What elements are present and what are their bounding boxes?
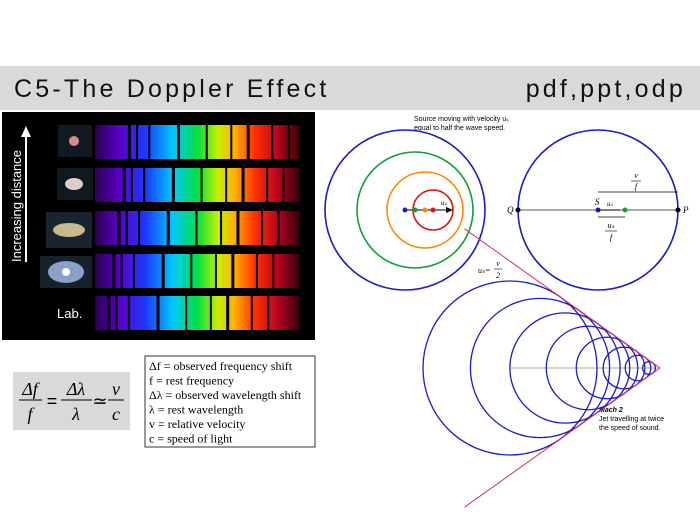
mach-diagram: uₛ= v 2 Mach 2 Jet travelling at twice t… bbox=[422, 228, 664, 508]
mach-label: Mach 2 bbox=[599, 407, 623, 414]
speed-lhs: uₛ= bbox=[478, 266, 490, 275]
approx: ≃ bbox=[92, 391, 107, 411]
absorption-line bbox=[122, 168, 126, 202]
absorption-line bbox=[130, 168, 133, 202]
spectrum bbox=[95, 125, 300, 159]
galaxy-images bbox=[40, 125, 93, 288]
spectrum bbox=[95, 168, 300, 202]
mid-num: Δλ bbox=[66, 379, 86, 399]
axis-label: Increasing distance bbox=[9, 150, 24, 262]
absorption-line bbox=[143, 168, 146, 202]
absorption-line bbox=[177, 125, 180, 159]
caption: Source moving with velocity uₛ bbox=[414, 116, 509, 123]
legend-box bbox=[144, 355, 316, 448]
absorption-line bbox=[171, 168, 175, 202]
legend-entry: v = relative velocity bbox=[149, 417, 245, 431]
absorption-line bbox=[255, 254, 258, 288]
absorption-line bbox=[226, 296, 230, 330]
absorption-line bbox=[271, 125, 274, 159]
absorption-line bbox=[250, 296, 253, 330]
absorption-line bbox=[241, 168, 245, 202]
absorption-line bbox=[266, 168, 269, 202]
absorption-line bbox=[287, 125, 290, 159]
caption: equal to half the wave speed. bbox=[414, 125, 505, 132]
absorption-line bbox=[127, 125, 131, 159]
absorption-line bbox=[267, 296, 270, 330]
absorption-line bbox=[117, 211, 121, 245]
source-diagram: Source moving with velocity uₛ equal to … bbox=[324, 116, 509, 291]
absorption-line bbox=[231, 254, 235, 288]
absorption-line bbox=[127, 296, 130, 330]
absorption-line bbox=[156, 296, 160, 330]
title: C5-The Doppler Effect bbox=[14, 75, 329, 103]
mid-den: λ bbox=[71, 404, 80, 424]
spectrum bbox=[95, 254, 300, 288]
absorption-line bbox=[125, 211, 128, 245]
shock-line bbox=[464, 367, 661, 508]
spectrum bbox=[95, 296, 300, 330]
absorption-line bbox=[200, 168, 203, 202]
points-diagram: Q S P uₛ v f uₛ f bbox=[507, 129, 689, 291]
spectrum bbox=[95, 211, 300, 245]
absorption-line bbox=[195, 211, 198, 245]
formats: pdf,ppt,odp bbox=[526, 75, 686, 103]
legend-entry: Δf = observed frequency shift bbox=[149, 359, 293, 373]
absorption-line bbox=[282, 168, 285, 202]
top-den: f bbox=[635, 182, 639, 191]
absorption-line bbox=[225, 168, 228, 202]
absorption-line bbox=[220, 211, 223, 245]
arrow-head bbox=[21, 126, 31, 137]
lhs-num: Δf bbox=[21, 379, 41, 399]
equation: Δf f = Δλ λ ≃ v c bbox=[13, 372, 130, 430]
header-bar bbox=[0, 66, 700, 110]
point-s: S bbox=[595, 197, 600, 207]
speed-num: v bbox=[496, 259, 500, 268]
absorption-line bbox=[185, 296, 188, 330]
absorption-line bbox=[136, 125, 138, 159]
legend-entry: c = speed of light bbox=[149, 432, 233, 446]
legend-entry: f = rest frequency bbox=[149, 374, 234, 388]
point-p: P bbox=[682, 205, 689, 215]
eq: = bbox=[47, 391, 58, 411]
absorption-line bbox=[107, 296, 111, 330]
caption: Jet travelling at twice bbox=[599, 416, 664, 423]
lhs-den: f bbox=[27, 404, 35, 424]
absorption-line bbox=[166, 211, 170, 245]
legend-entry: Δλ = observed wavelength shift bbox=[149, 388, 302, 402]
absorption-line bbox=[148, 125, 151, 159]
top-num: v bbox=[634, 171, 638, 180]
absorption-line bbox=[214, 254, 217, 288]
absorption-line bbox=[161, 254, 165, 288]
absorption-line bbox=[236, 211, 240, 245]
absorption-line bbox=[120, 254, 123, 288]
legend-entry: λ = rest wavelength bbox=[149, 403, 243, 417]
rhs-num: v bbox=[112, 379, 120, 399]
absorption-line bbox=[190, 254, 193, 288]
bottom-den: f bbox=[610, 233, 614, 242]
absorption-line bbox=[112, 254, 116, 288]
rhs-den: c bbox=[112, 404, 120, 424]
absorption-line bbox=[138, 211, 141, 245]
absorption-line bbox=[272, 254, 275, 288]
absorption-line bbox=[132, 254, 135, 288]
bottom-num: uₛ bbox=[608, 221, 616, 230]
absorption-line bbox=[205, 125, 208, 159]
point-q: Q bbox=[507, 205, 514, 215]
speed-den: 2 bbox=[496, 271, 500, 280]
absorption-line bbox=[277, 211, 280, 245]
absorption-line bbox=[230, 125, 233, 159]
equation-box bbox=[13, 372, 130, 430]
lab-label: Lab. bbox=[57, 306, 82, 321]
absorption-line bbox=[246, 125, 250, 159]
caption: the speed of sound. bbox=[599, 425, 661, 432]
absorption-line bbox=[209, 296, 212, 330]
absorption-line bbox=[115, 296, 118, 330]
shock-line bbox=[464, 228, 661, 369]
arrow-label: uₛ bbox=[607, 200, 614, 208]
spectra bbox=[95, 125, 300, 330]
absorption-line bbox=[261, 211, 264, 245]
arrow-label: uₛ bbox=[441, 199, 448, 207]
